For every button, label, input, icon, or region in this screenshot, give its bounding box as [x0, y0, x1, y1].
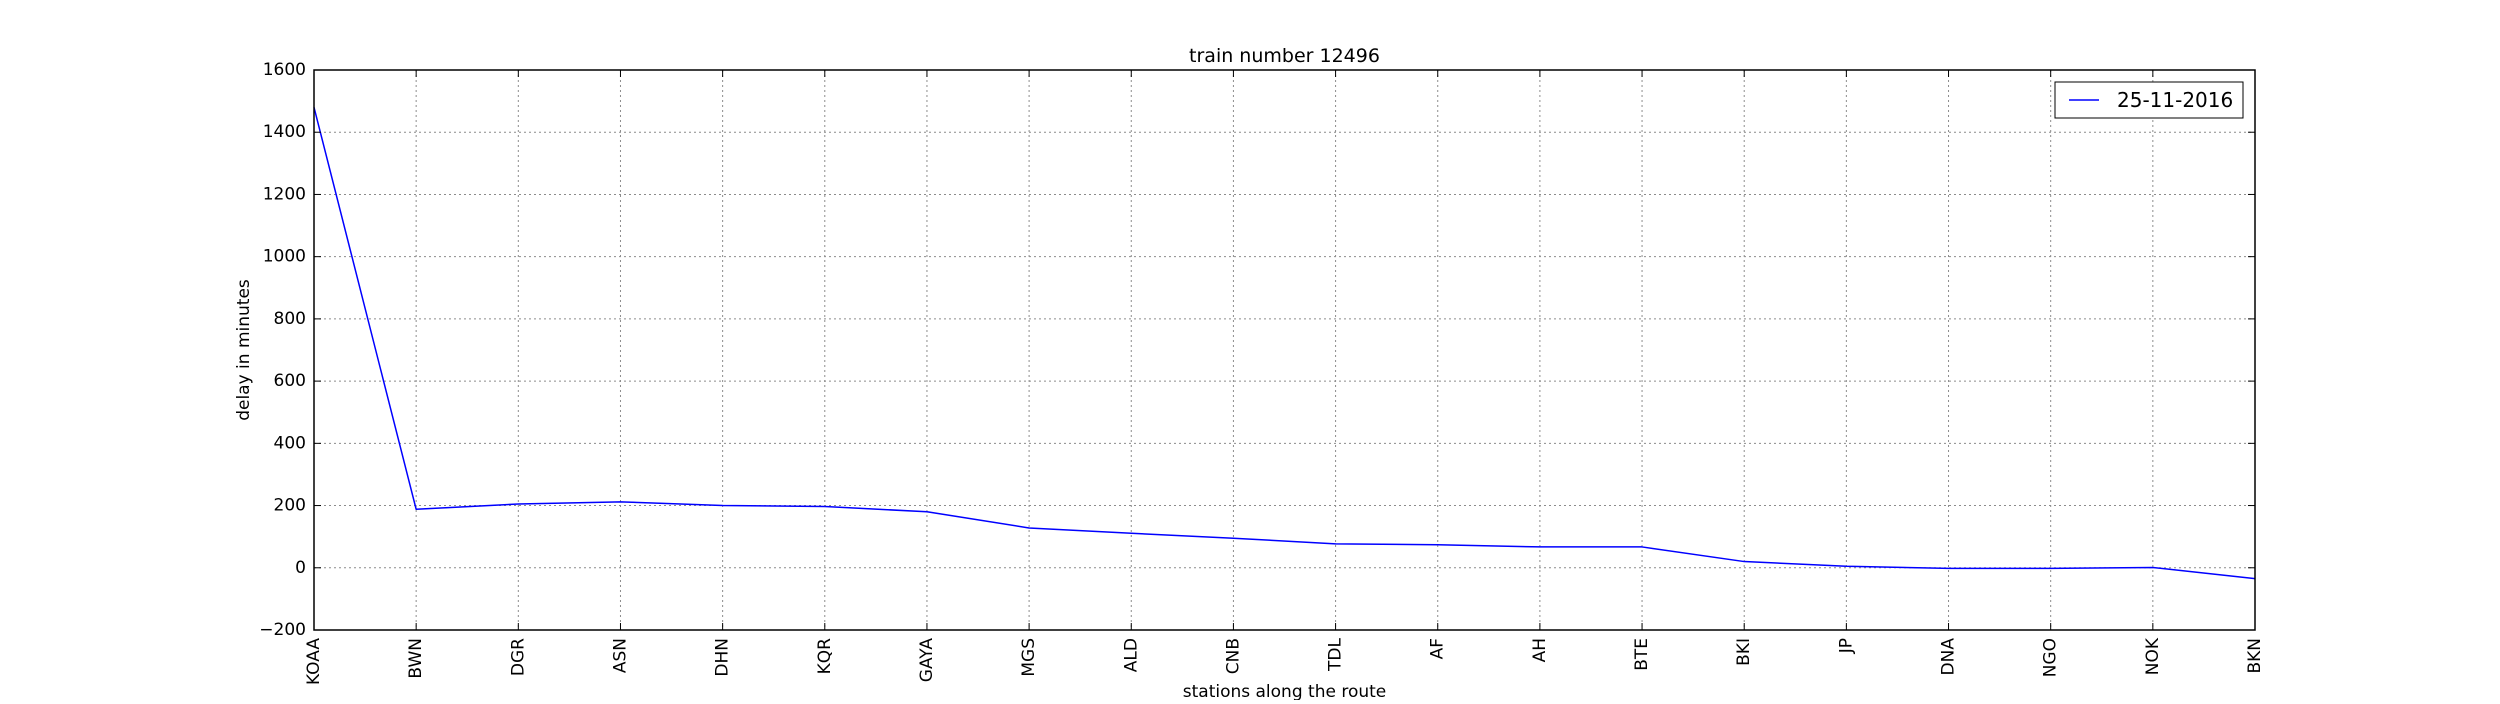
x-tick-label: ASN: [610, 638, 630, 673]
y-tick-label: 600: [274, 371, 306, 391]
y-tick-label: 200: [274, 496, 306, 516]
x-tick-label: DHN: [713, 638, 733, 677]
series-layer: [313, 107, 2256, 580]
x-tick-label: ALD: [1121, 638, 1141, 672]
y-tick-label: 800: [274, 309, 306, 329]
x-tick-label: CNB: [1223, 638, 1243, 674]
tick-layer: KOAA BWN DGR ASN DHN KQR GAYA MGS ALD CNB TDL AF AH B…: [259, 60, 2265, 685]
y-tick-label: 1400: [263, 122, 306, 142]
x-tick-label: DNA: [1939, 638, 1959, 676]
x-tick-label: GAYA: [917, 638, 937, 683]
legend: 25-11-2016: [2054, 81, 2244, 119]
plot-frame: [313, 69, 2256, 631]
legend-label: 25-11-2016: [2117, 88, 2233, 112]
y-tick-label: 0: [295, 558, 306, 578]
x-tick-label: DGR: [508, 638, 528, 676]
x-axis-label: stations along the route: [1183, 682, 1387, 700]
x-tick-label: KOAA: [304, 638, 324, 685]
x-tick-label: KQR: [815, 638, 835, 675]
y-axis-label: delay in minutes: [234, 279, 254, 421]
x-tick-label: NGO: [2041, 638, 2061, 677]
series-line: [313, 107, 2256, 580]
x-tick-label: JP: [1836, 638, 1856, 654]
x-tick-label: BKN: [2245, 638, 2265, 674]
y-tick-label: 1200: [263, 184, 306, 204]
x-tick-label: BTE: [1632, 638, 1652, 671]
y-tick-label: 400: [274, 433, 306, 453]
x-tick-label: BWN: [406, 638, 426, 679]
chart-title: train number 12496: [1189, 45, 1380, 67]
y-tick-label: 1000: [263, 247, 306, 267]
x-tick-label: MGS: [1019, 638, 1039, 677]
x-tick-label: AH: [1530, 638, 1550, 662]
y-tick-label: −200: [259, 620, 306, 640]
x-tick-label: AF: [1428, 638, 1448, 659]
grid-layer: [313, 69, 2256, 631]
x-tick-label: BKI: [1734, 638, 1754, 666]
x-tick-label: NOK: [2143, 637, 2163, 675]
x-tick-label: TDL: [1326, 637, 1346, 671]
y-tick-label: 1600: [263, 60, 306, 80]
